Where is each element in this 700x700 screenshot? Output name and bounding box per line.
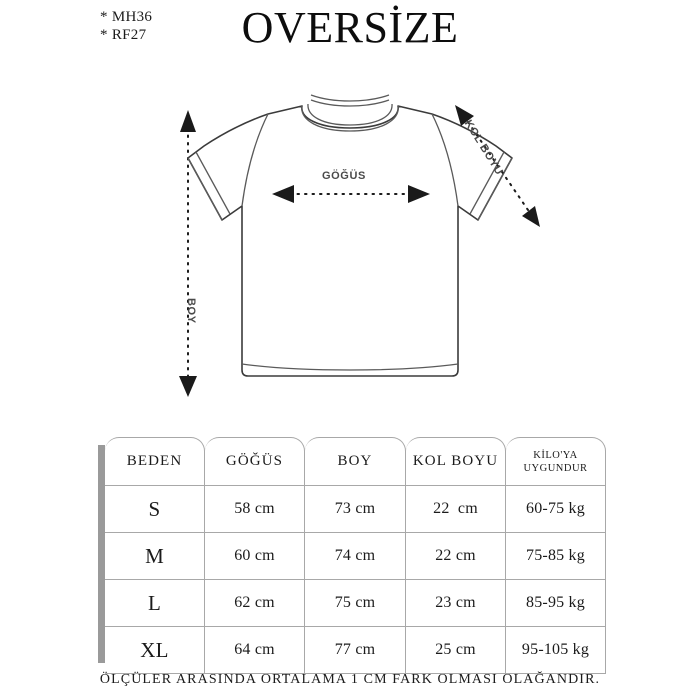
page-title: OVERSİZE (241, 3, 459, 52)
product-code-1: * MH36 (100, 9, 153, 25)
column-header-beden: BEDEN (105, 437, 205, 486)
cell-gogus: 64 cm (205, 627, 305, 674)
sleeve-cuffs (187, 151, 513, 221)
hem-line (241, 363, 459, 371)
left-cuff-edge-a (187, 157, 223, 221)
gogus-arrowhead-right (408, 185, 430, 203)
cell-boy: 73 cm (305, 486, 406, 533)
tshirt-outline-svg (179, 94, 540, 397)
collar-rib (301, 94, 399, 132)
column-header-gogus: GÖĞÜS (205, 437, 305, 486)
cell-beden: M (105, 533, 205, 580)
product-code-list: * MH36 * RF27 (100, 8, 152, 44)
column-header-kol-boyu: KOL BOYU (406, 437, 506, 486)
table-row: M 60 cm 74 cm 22 cm 75-85 kg (105, 533, 606, 580)
product-code-2: * RF27 (100, 27, 147, 43)
boy-arrowhead-bottom (179, 376, 197, 397)
length-measure-label: BOY (185, 298, 197, 324)
kiloya-line-2: UYGUNDUR (523, 462, 588, 474)
collar-back-line-2 (310, 94, 390, 102)
left-shoulder-seam (241, 113, 269, 207)
cell-kol-boyu: 22 cm (406, 486, 506, 533)
cell-beden: L (105, 580, 205, 627)
right-cuff-edge-a (477, 157, 513, 221)
cell-boy: 75 cm (305, 580, 406, 627)
table-left-edge-shadow (98, 445, 107, 663)
cell-beden: S (105, 486, 205, 533)
cell-gogus: 60 cm (205, 533, 305, 580)
tshirt-measurement-diagram: GÖĞÜS BOY KOL BOYU (0, 80, 700, 420)
left-cuff-edge-b (195, 151, 231, 215)
size-chart-table-wrapper: BEDEN GÖĞÜS BOY KOL BOYU KİLO'YA UYGUNDU… (98, 437, 606, 674)
cell-kol-boyu: 23 cm (406, 580, 506, 627)
bottom-hem (241, 363, 459, 371)
tshirt-body-path (187, 105, 513, 377)
kolboyu-arrowhead-top (455, 105, 474, 126)
kolboyu-dotted-line (467, 121, 529, 211)
shoulder-seams (241, 113, 459, 207)
cell-boy: 77 cm (305, 627, 406, 674)
collar-inner (307, 103, 393, 126)
cell-kiloya: 60-75 kg (506, 486, 606, 533)
kiloya-line-1: KİLO'YA (533, 449, 578, 461)
kolboyu-measure-arrow (455, 105, 540, 227)
collar-back-line-1 (310, 99, 390, 107)
gogus-arrowhead-left (272, 185, 294, 203)
size-chart-table: BEDEN GÖĞÜS BOY KOL BOYU KİLO'YA UYGUNDU… (105, 437, 606, 674)
cell-boy: 74 cm (305, 533, 406, 580)
column-header-boy: BOY (305, 437, 406, 486)
cell-kiloya: 85-95 kg (506, 580, 606, 627)
kolboyu-arrowhead-bottom (522, 206, 540, 227)
cell-kiloya: 75-85 kg (506, 533, 606, 580)
right-cuff-edge-b (469, 151, 505, 215)
cell-kol-boyu: 22 cm (406, 533, 506, 580)
cell-kol-boyu: 25 cm (406, 627, 506, 674)
right-shoulder-seam (431, 113, 459, 207)
cell-kiloya: 95-105 kg (506, 627, 606, 674)
cell-gogus: 62 cm (205, 580, 305, 627)
chest-measure-label: GÖĞÜS (322, 170, 366, 182)
boy-measure-arrow (179, 110, 197, 397)
cell-gogus: 58 cm (205, 486, 305, 533)
table-row: XL 64 cm 77 cm 25 cm 95-105 kg (105, 627, 606, 674)
table-header-row: BEDEN GÖĞÜS BOY KOL BOYU KİLO'YA UYGUNDU… (105, 437, 606, 486)
table-row: S 58 cm 73 cm 22 cm 60-75 kg (105, 486, 606, 533)
page-header: * MH36 * RF27 OVERSİZE (0, 0, 700, 60)
boy-arrowhead-top (180, 110, 196, 132)
table-row: L 62 cm 75 cm 23 cm 85-95 kg (105, 580, 606, 627)
column-header-kiloya-uygundur: KİLO'YA UYGUNDUR (506, 437, 606, 486)
gogus-measure-arrow (272, 185, 430, 203)
collar-outer (301, 105, 399, 132)
measurement-tolerance-note: ÖLÇÜLER ARASINDA ORTALAMA 1 CM FARK OLMA… (99, 672, 601, 687)
cell-beden: XL (105, 627, 205, 674)
